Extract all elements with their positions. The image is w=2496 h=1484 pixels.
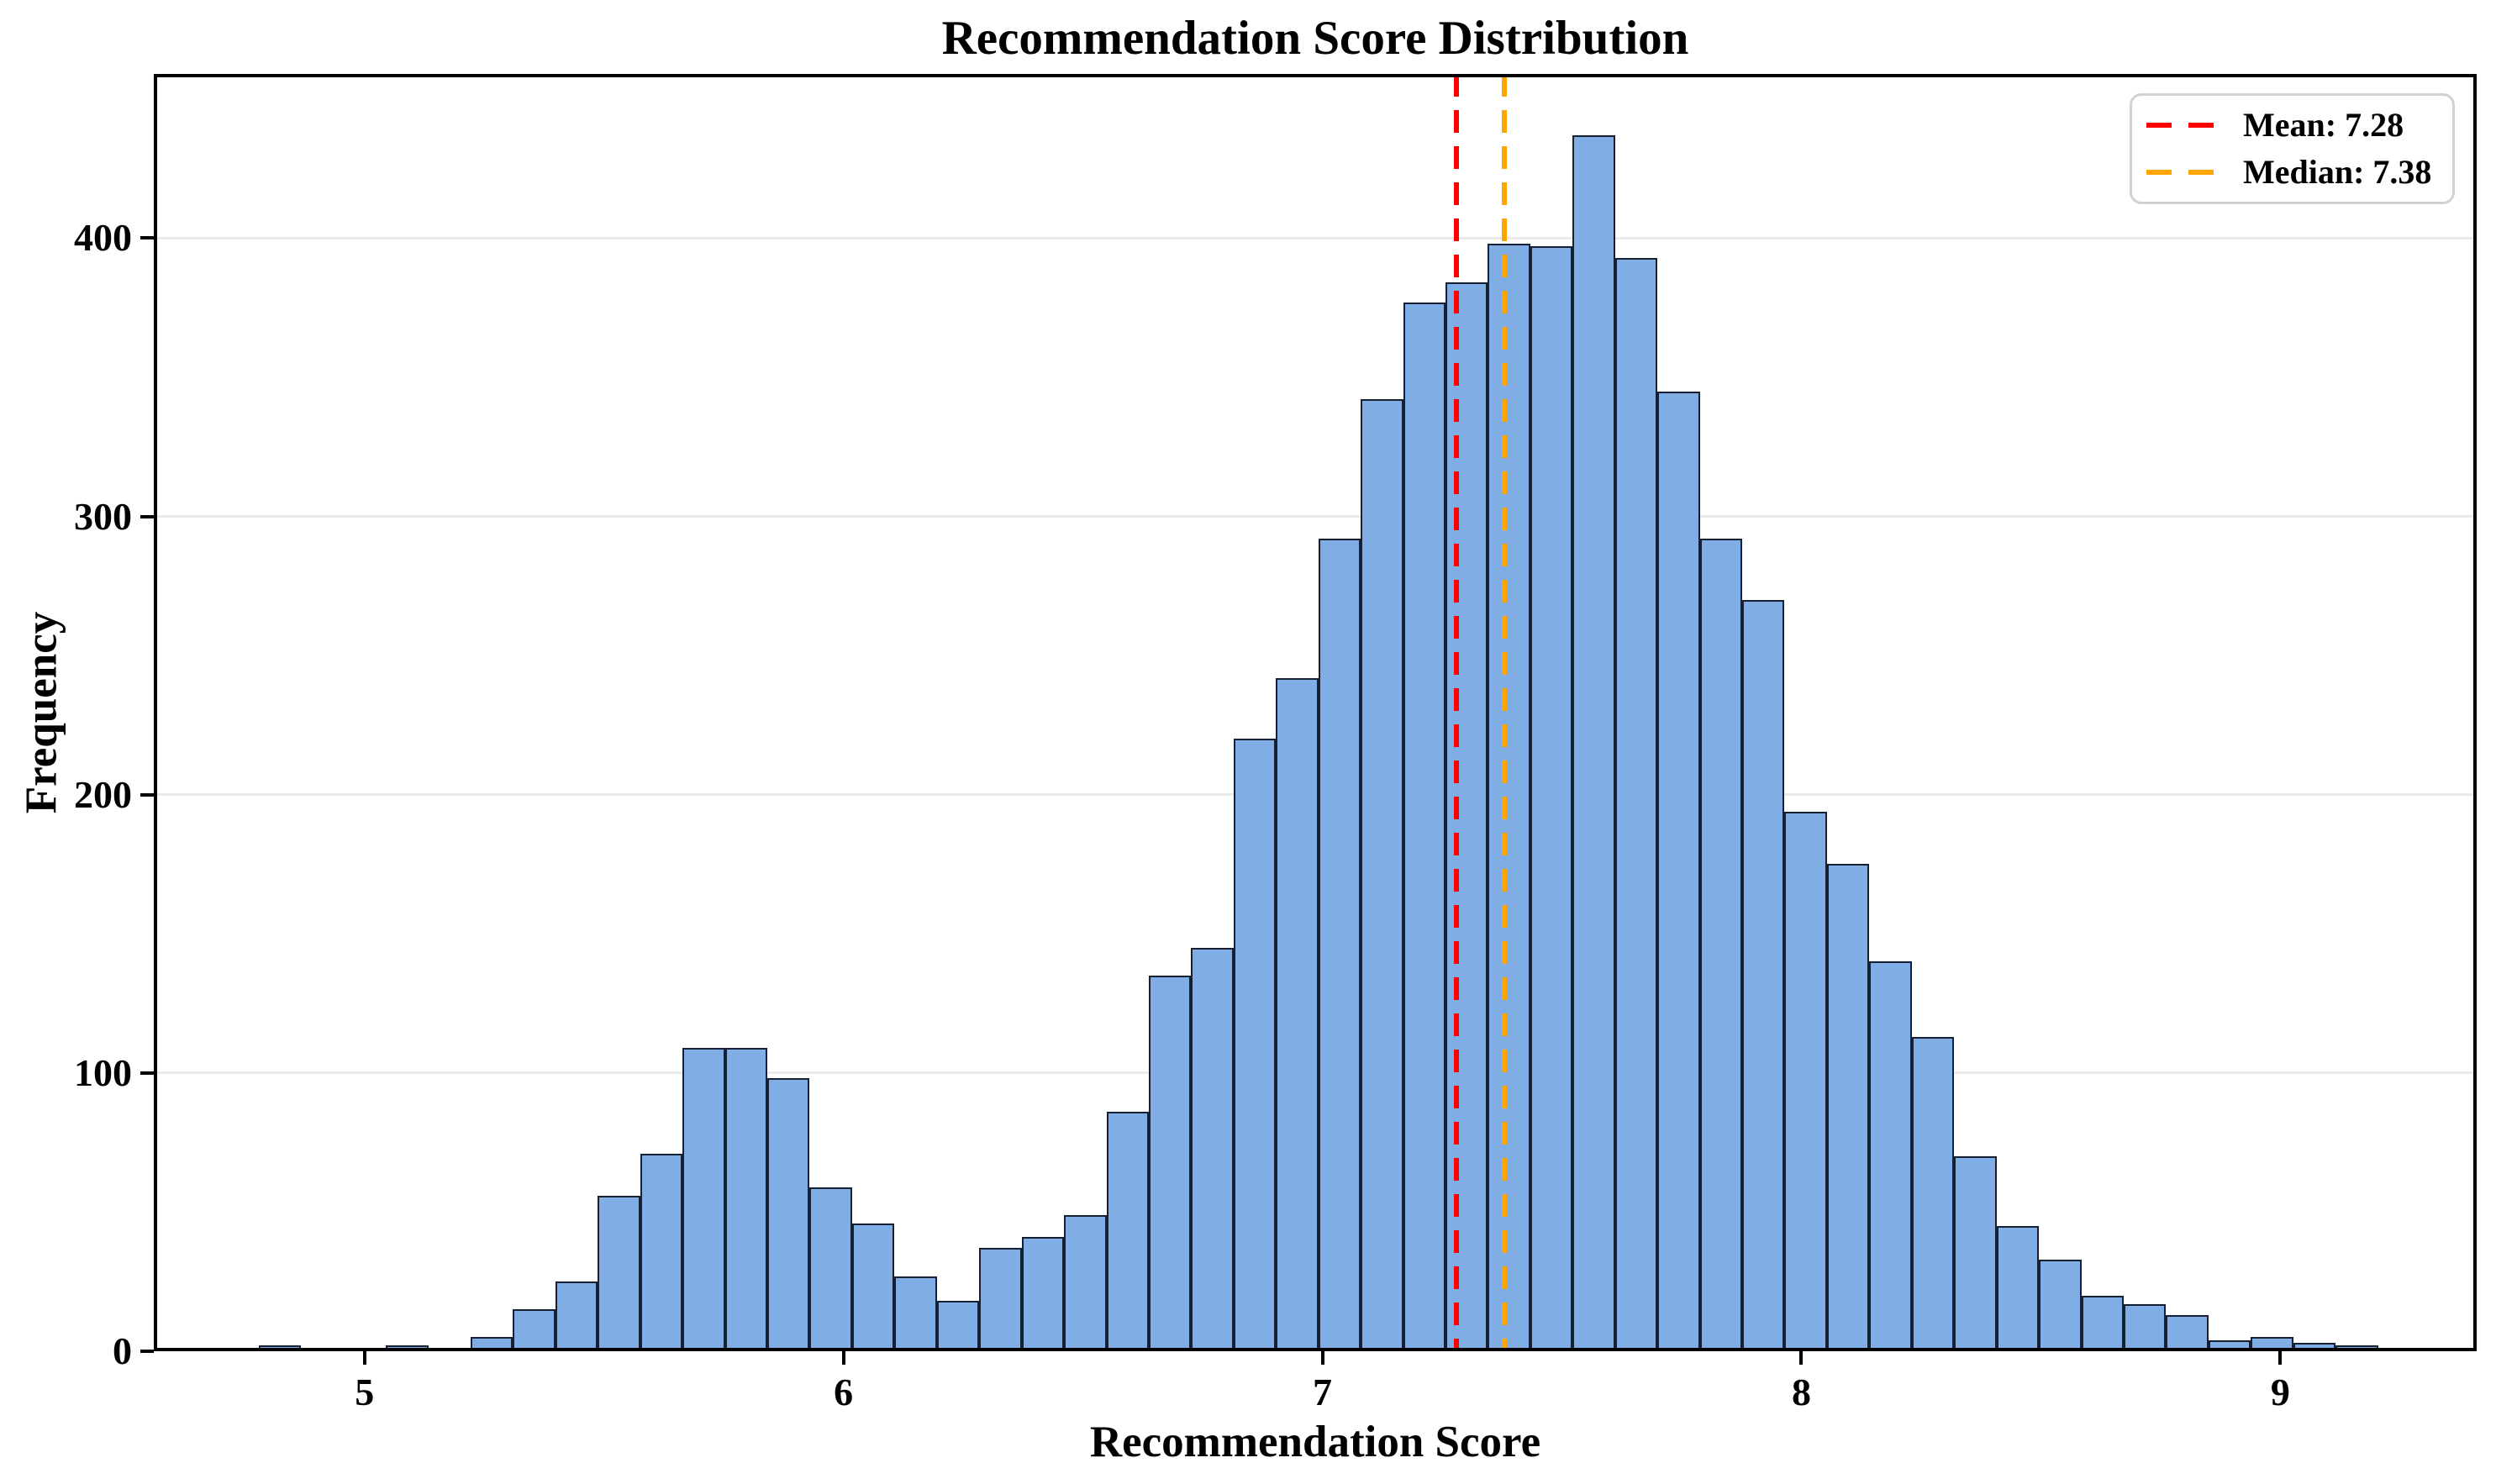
y-tick-label-200: 200	[74, 772, 132, 816]
histogram-bar	[682, 1048, 725, 1351]
x-tick-8	[1799, 1351, 1804, 1365]
y-tick-200	[140, 792, 154, 797]
histogram-bar	[1614, 257, 1658, 1351]
histogram-bar	[1276, 677, 1319, 1351]
x-axis-label: Recommendation Score	[1089, 1418, 1541, 1466]
histogram-bar	[1996, 1225, 2040, 1351]
histogram-bar	[724, 1048, 768, 1351]
y-tick-100	[140, 1071, 154, 1075]
x-tick-5	[362, 1351, 366, 1365]
x-tick-label-7: 7	[1313, 1371, 1333, 1413]
histogram-bar	[1742, 599, 1785, 1351]
histogram-bar	[2123, 1303, 2167, 1351]
histogram-bar	[1064, 1214, 1107, 1351]
histogram-bar	[1869, 961, 1912, 1351]
histogram-bar	[2335, 1345, 2378, 1351]
y-tick-300	[140, 514, 154, 518]
histogram-bar	[2166, 1314, 2209, 1351]
x-tick-label-5: 5	[355, 1371, 375, 1413]
y-tick-label-0: 0	[113, 1329, 132, 1372]
y-tick-label-400: 400	[74, 216, 132, 260]
histogram-bar	[1403, 302, 1445, 1351]
histogram-bar	[1361, 399, 1403, 1351]
x-tick-6	[841, 1351, 845, 1365]
histogram-bar	[1657, 391, 1700, 1351]
histogram-bar	[1106, 1112, 1149, 1351]
histogram-bar	[894, 1276, 937, 1351]
x-tick-7	[1320, 1351, 1324, 1365]
y-tick-400	[140, 236, 154, 240]
histogram-bar	[513, 1309, 556, 1351]
histogram-bar	[2251, 1337, 2293, 1351]
mean-line	[1454, 74, 1460, 1351]
histogram-bar	[1954, 1156, 1997, 1351]
histogram-bar	[1699, 539, 1743, 1351]
legend-item-mean: Mean: 7.28	[2132, 108, 2452, 142]
legend-label-mean: Mean: 7.28	[2243, 106, 2404, 145]
legend-label-median: Median: 7.38	[2243, 152, 2432, 191]
histogram-bar	[1445, 282, 1488, 1351]
histogram-bar	[555, 1281, 598, 1351]
x-tick-label-9: 9	[2270, 1371, 2290, 1413]
histogram-bar	[470, 1337, 513, 1351]
histogram-bar	[1826, 864, 1870, 1351]
y-tick-0	[140, 1350, 154, 1353]
histogram-bar	[640, 1153, 683, 1351]
y-tick-label-100: 100	[74, 1050, 132, 1094]
median-dashed-line-icon	[2146, 169, 2215, 175]
histogram-bar	[1488, 244, 1530, 1351]
histogram-bar	[979, 1248, 1022, 1351]
histogram-bar	[598, 1195, 640, 1351]
median-line	[1502, 74, 1508, 1351]
legend: Mean: 7.28 Median: 7.38	[2130, 93, 2455, 204]
histogram-bar	[1318, 539, 1361, 1351]
mean-dashed-line-icon	[2146, 123, 2215, 129]
gridline-y-300	[154, 515, 2477, 518]
histogram-bar	[2081, 1295, 2124, 1351]
y-tick-label-300: 300	[74, 494, 132, 538]
histogram-bar	[1572, 134, 1615, 1351]
histogram-bar	[2039, 1259, 2082, 1351]
histogram-bar	[1233, 739, 1277, 1351]
histogram-bar	[936, 1301, 980, 1351]
histogram-bar	[767, 1078, 810, 1351]
histogram-bar	[2293, 1343, 2336, 1351]
histogram-bar	[1530, 246, 1573, 1351]
histogram-bar	[2208, 1339, 2251, 1351]
histogram-bar	[809, 1187, 852, 1351]
x-tick-9	[2278, 1351, 2283, 1365]
legend-item-median: Median: 7.38	[2132, 155, 2452, 189]
gridline-y-400	[154, 236, 2477, 239]
histogram-bar	[386, 1345, 429, 1351]
histogram-bar	[1021, 1237, 1065, 1351]
x-tick-label-8: 8	[1791, 1371, 1811, 1413]
x-tick-label-6: 6	[834, 1371, 854, 1413]
histogram-bar	[258, 1345, 302, 1351]
histogram-bar	[1148, 975, 1192, 1351]
histogram-bar	[1911, 1036, 1955, 1351]
chart-title: Recommendation Score Distribution	[941, 12, 1689, 65]
histogram-bar	[1191, 947, 1234, 1351]
histogram-bar	[1784, 811, 1827, 1351]
histogram-bar	[851, 1223, 895, 1351]
